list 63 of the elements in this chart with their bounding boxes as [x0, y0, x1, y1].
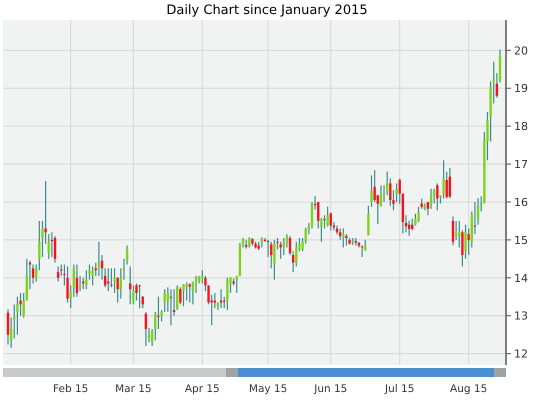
candlestick — [458, 220, 460, 248]
x-tick-label: Mar 15 — [115, 383, 152, 395]
candlestick — [56, 266, 60, 282]
candlestick — [360, 244, 364, 258]
x-tick-label: Apr 15 — [184, 383, 220, 395]
candlestick — [436, 182, 439, 211]
candlestick — [44, 180, 47, 244]
candlestick — [279, 241, 282, 260]
candlestick — [76, 264, 78, 298]
candlestick — [282, 237, 285, 256]
candlestick — [326, 206, 329, 228]
candlestick — [129, 266, 132, 305]
candlestick — [98, 241, 100, 277]
y-tick-label: 18 — [514, 120, 528, 134]
chart-title: Daily Chart since January 2015 — [166, 3, 368, 18]
candlestick — [185, 282, 188, 302]
candlestick — [354, 237, 358, 246]
x-tick-label: Feb 15 — [53, 383, 88, 395]
candlestick — [226, 277, 229, 311]
candlestick — [352, 237, 354, 246]
candlestick — [270, 241, 272, 269]
candlestick — [266, 239, 270, 258]
candlestick — [260, 236, 264, 248]
candlestick — [107, 268, 110, 292]
x-tick-label: Jun 15 — [313, 383, 348, 395]
candlestick — [91, 266, 94, 286]
candlestick — [474, 201, 476, 235]
y-tick-label: 15 — [514, 234, 528, 247]
candlestick — [157, 296, 160, 330]
y-tick-label: 20 — [514, 44, 528, 58]
y-tick-label: 19 — [514, 82, 528, 96]
candlestick — [320, 217, 323, 242]
candlestick — [454, 220, 458, 240]
candlestick — [163, 288, 166, 313]
x-tick-label: Jul 15 — [384, 383, 414, 395]
candlestick — [179, 286, 182, 305]
candlestick — [273, 239, 276, 280]
y-tick-label: 17 — [514, 158, 528, 172]
candlestick — [448, 167, 452, 199]
candlestick — [16, 296, 19, 336]
candlestick — [420, 198, 423, 210]
candlestick — [342, 228, 345, 248]
candlestick — [50, 232, 54, 258]
candlestick — [85, 270, 88, 290]
y-tick-label: 12 — [514, 348, 528, 361]
candlestick — [138, 284, 141, 309]
candlestick — [78, 275, 82, 292]
candlestick — [28, 260, 32, 290]
candlestick — [345, 234, 348, 246]
candlestick — [442, 160, 445, 200]
x-tick-label: Aug 15 — [450, 383, 488, 395]
candlestick — [144, 311, 148, 347]
candlestick — [430, 188, 432, 210]
candlestick — [367, 205, 370, 236]
y-tick-label: 16 — [514, 196, 528, 209]
candlestick — [373, 170, 376, 203]
y-tick-label: 13 — [514, 310, 528, 323]
candlestick — [248, 236, 250, 248]
x-tick-label: May 15 — [248, 383, 288, 395]
candlestick — [220, 288, 222, 309]
y-tick-label: 14 — [514, 272, 528, 285]
candlestick — [188, 282, 191, 304]
candlestick — [236, 275, 238, 294]
